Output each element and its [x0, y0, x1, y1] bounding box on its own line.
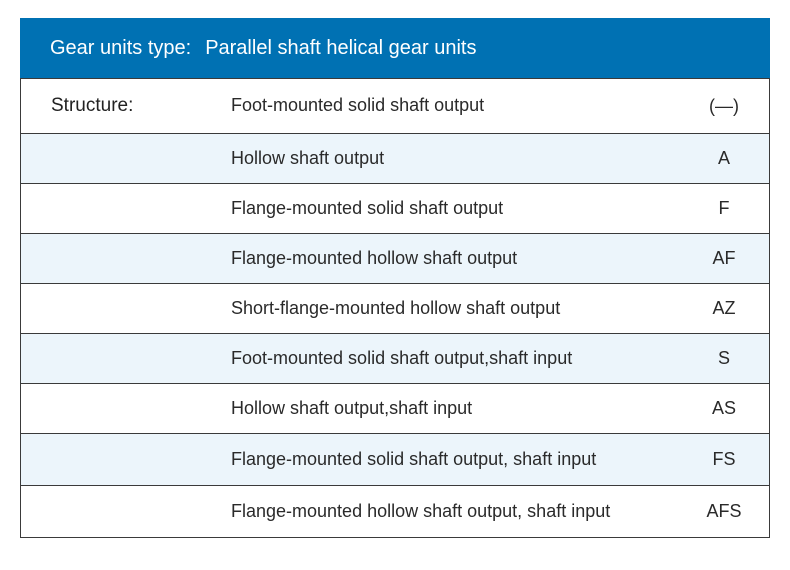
row-code: (—) — [689, 96, 769, 117]
table-row: Flange-mounted hollow shaft output, shaf… — [20, 486, 770, 538]
row-code: AF — [689, 248, 769, 269]
table-row: Flange-mounted hollow shaft outputAF — [20, 234, 770, 284]
row-description: Flange-mounted hollow shaft output, shaf… — [231, 500, 689, 523]
row-description: Hollow shaft output,shaft input — [231, 397, 689, 420]
table-row: Hollow shaft output,shaft inputAS — [20, 384, 770, 434]
table-row: Hollow shaft outputA — [20, 134, 770, 184]
row-description: Flange-mounted hollow shaft output — [231, 247, 689, 270]
gear-table: Gear units type: Parallel shaft helical … — [20, 18, 770, 538]
row-description: Foot-mounted solid shaft output — [231, 94, 689, 117]
row-description: Short-flange-mounted hollow shaft output — [231, 297, 689, 320]
row-description: Flange-mounted solid shaft output, shaft… — [231, 448, 689, 471]
row-code: AS — [689, 398, 769, 419]
row-code: AFS — [689, 501, 769, 522]
row-code: AZ — [689, 298, 769, 319]
header-value: Parallel shaft helical gear units — [205, 37, 476, 60]
row-description: Foot-mounted solid shaft output,shaft in… — [231, 347, 689, 370]
table-body: Structure:Foot-mounted solid shaft outpu… — [20, 78, 770, 538]
row-left-label: Structure: — [21, 95, 231, 117]
table-row: Foot-mounted solid shaft output,shaft in… — [20, 334, 770, 384]
header-label: Gear units type: — [50, 37, 191, 60]
row-description: Hollow shaft output — [231, 147, 689, 170]
row-code: S — [689, 348, 769, 369]
row-code: FS — [689, 449, 769, 470]
table-row: Flange-mounted solid shaft outputF — [20, 184, 770, 234]
table-row: Short-flange-mounted hollow shaft output… — [20, 284, 770, 334]
table-row: Structure:Foot-mounted solid shaft outpu… — [20, 78, 770, 134]
row-description: Flange-mounted solid shaft output — [231, 197, 689, 220]
table-row: Flange-mounted solid shaft output, shaft… — [20, 434, 770, 486]
row-code: A — [689, 148, 769, 169]
row-code: F — [689, 198, 769, 219]
table-header: Gear units type: Parallel shaft helical … — [20, 18, 770, 78]
